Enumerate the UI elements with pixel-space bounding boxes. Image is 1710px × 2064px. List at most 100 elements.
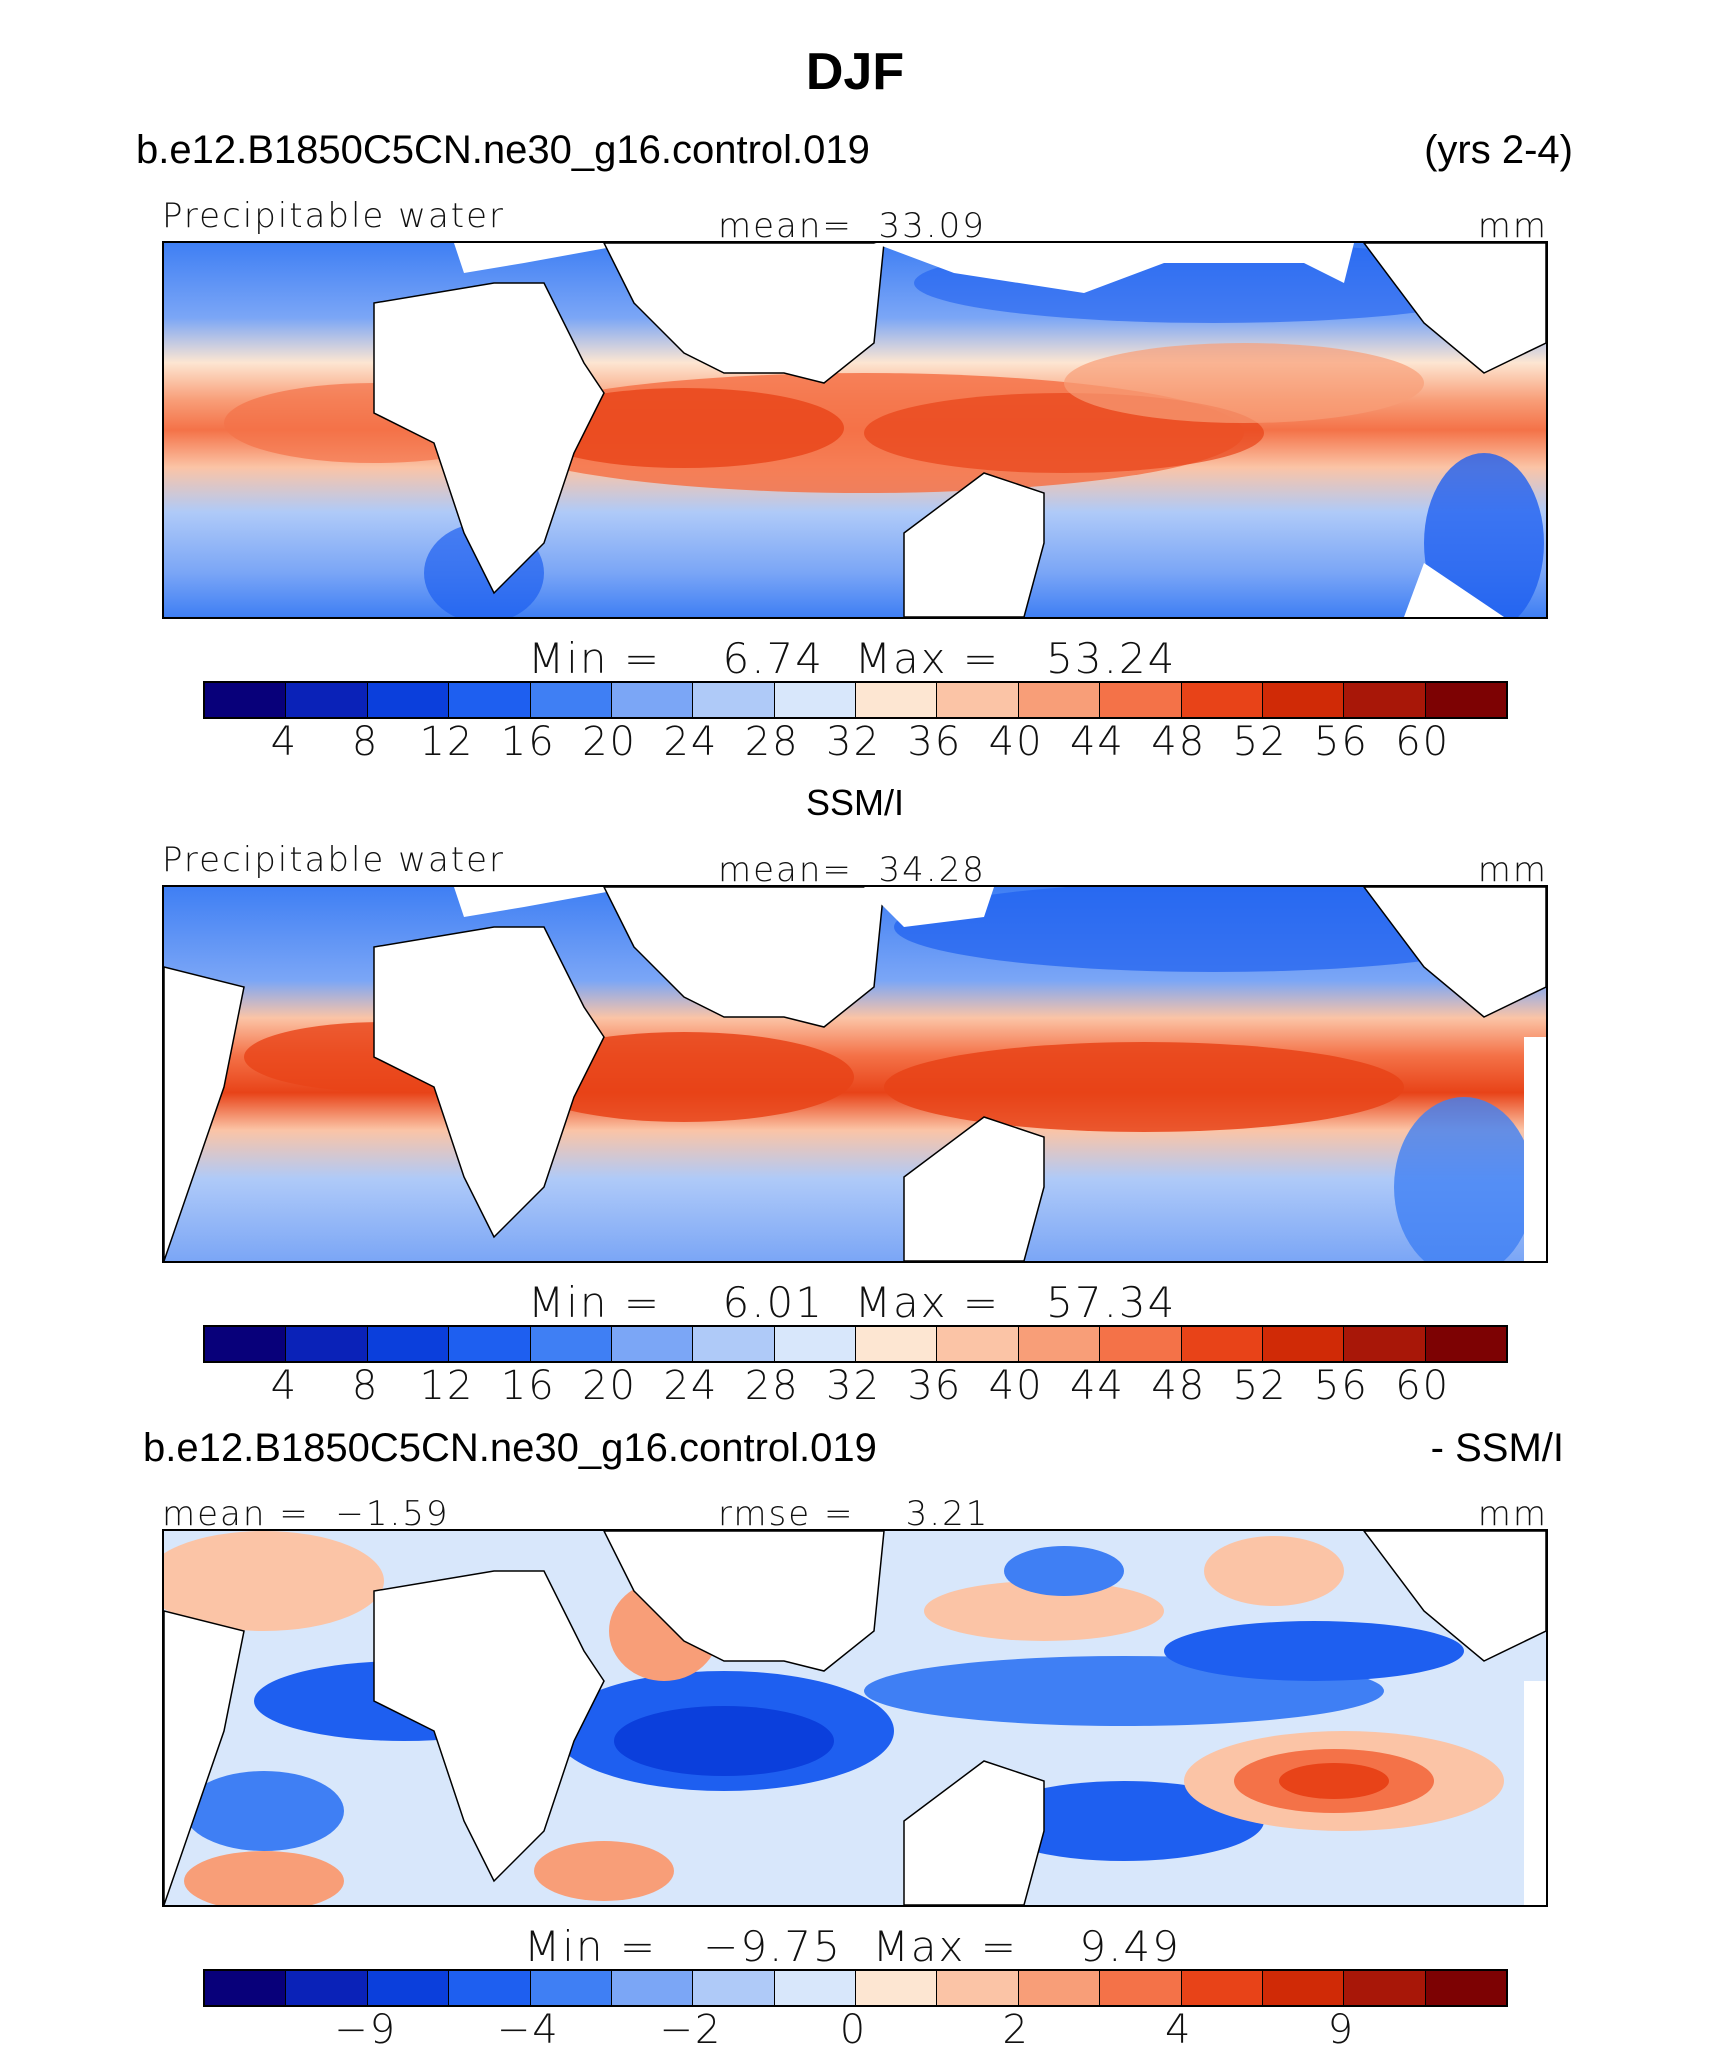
panel3-rmse: rmse = 3.21 bbox=[718, 1494, 990, 1534]
colorbar-tick-label: 40 bbox=[988, 1363, 1044, 1409]
colorbar-tick-label: 9 bbox=[1327, 2007, 1356, 2053]
panel3-map bbox=[162, 1529, 1548, 1907]
panel2-colorbar bbox=[203, 1325, 1508, 1363]
panel3-case-title: b.e12.B1850C5CN.ne30_g16.control.019 bbox=[143, 1426, 877, 1470]
colorbar-swatch bbox=[1344, 683, 1426, 717]
colorbar-swatch bbox=[367, 1971, 450, 2005]
colorbar-tick-label: 56 bbox=[1313, 1363, 1369, 1409]
colorbar-swatch bbox=[449, 1327, 531, 1361]
colorbar-tick-label: 28 bbox=[744, 719, 800, 765]
panel3-colorbar bbox=[203, 1969, 1508, 2007]
colorbar-swatch bbox=[856, 1327, 938, 1361]
colorbar-tick-label: 12 bbox=[419, 719, 475, 765]
colorbar-tick-label: 60 bbox=[1395, 719, 1451, 765]
colorbar-tick-label: 0 bbox=[839, 2007, 868, 2053]
colorbar-swatch bbox=[693, 683, 775, 717]
panel3-case-right: - SSM/I bbox=[1430, 1426, 1564, 1470]
panel1-map bbox=[162, 241, 1548, 619]
colorbar-swatch bbox=[367, 1327, 450, 1361]
colorbar-swatch bbox=[1344, 1971, 1426, 2005]
colorbar-tick-label: 48 bbox=[1151, 1363, 1207, 1409]
panel1-minmax: Min = 6.74 Max = 53.24 bbox=[528, 634, 1177, 683]
panel1-units: mm bbox=[1477, 206, 1548, 246]
panel2-case-title: SSM/I bbox=[805, 782, 904, 823]
colorbar-swatch bbox=[1018, 1971, 1101, 2005]
colorbar-swatch bbox=[205, 683, 287, 717]
colorbar-tick-label: −9 bbox=[334, 2007, 398, 2053]
panel1-variable: Precipitable water bbox=[162, 196, 506, 236]
colorbar-swatch bbox=[611, 1971, 694, 2005]
colorbar-swatch bbox=[693, 1327, 775, 1361]
colorbar-tick-label: 24 bbox=[663, 719, 719, 765]
colorbar-tick-label: 36 bbox=[907, 1363, 963, 1409]
colorbar-tick-label: 16 bbox=[500, 1363, 556, 1409]
colorbar-swatch bbox=[1262, 1327, 1345, 1361]
panel2-mean: mean= 34.28 bbox=[718, 850, 986, 890]
colorbar-swatch bbox=[1344, 1327, 1426, 1361]
colorbar-swatch bbox=[286, 683, 368, 717]
colorbar-tick-label: −4 bbox=[496, 2007, 560, 2053]
panel2-units: mm bbox=[1477, 850, 1548, 890]
panel2-map bbox=[162, 885, 1548, 1263]
colorbar-swatch bbox=[774, 1971, 856, 2005]
colorbar-tick-label: 24 bbox=[663, 1363, 719, 1409]
colorbar-swatch bbox=[1425, 1971, 1506, 2005]
colorbar-swatch bbox=[367, 683, 450, 717]
colorbar-swatch bbox=[611, 1327, 694, 1361]
colorbar-swatch bbox=[856, 1971, 938, 2005]
colorbar-swatch bbox=[205, 1327, 287, 1361]
colorbar-swatch bbox=[937, 1971, 1019, 2005]
colorbar-swatch bbox=[1262, 1971, 1345, 2005]
colorbar-swatch bbox=[937, 1327, 1019, 1361]
colorbar-swatch bbox=[611, 683, 694, 717]
colorbar-tick-label: 16 bbox=[500, 719, 556, 765]
colorbar-swatch bbox=[774, 683, 856, 717]
colorbar-swatch bbox=[530, 683, 612, 717]
colorbar-swatch bbox=[1262, 683, 1345, 717]
colorbar-swatch bbox=[205, 1971, 287, 2005]
panel1-colorbar bbox=[203, 681, 1508, 719]
colorbar-tick-label: 32 bbox=[826, 719, 881, 765]
colorbar-tick-label: 32 bbox=[826, 1363, 881, 1409]
colorbar-swatch bbox=[1100, 683, 1182, 717]
colorbar-tick-label: 60 bbox=[1395, 1363, 1451, 1409]
colorbar-tick-label: 48 bbox=[1151, 719, 1207, 765]
colorbar-tick-label: 4 bbox=[270, 719, 299, 765]
panel2-minmax: Min = 6.01 Max = 57.34 bbox=[528, 1278, 1177, 1327]
colorbar-tick-label: 12 bbox=[419, 1363, 475, 1409]
panel3-units: mm bbox=[1477, 1494, 1548, 1534]
panel1-years: (yrs 2-4) bbox=[1424, 128, 1573, 172]
panel3-minmax: Min = −9.75 Max = 9.49 bbox=[524, 1922, 1181, 1971]
panel1-case-title: b.e12.B1850C5CN.ne30_g16.control.019 bbox=[136, 128, 870, 172]
colorbar-swatch bbox=[774, 1327, 856, 1361]
colorbar-swatch bbox=[1181, 1971, 1263, 2005]
colorbar-tick-label: 36 bbox=[907, 719, 963, 765]
colorbar-swatch bbox=[286, 1327, 368, 1361]
colorbar-swatch bbox=[1100, 1971, 1182, 2005]
colorbar-tick-label: 4 bbox=[1165, 2007, 1193, 2053]
colorbar-tick-label: 20 bbox=[582, 1363, 638, 1409]
colorbar-swatch bbox=[449, 683, 531, 717]
colorbar-swatch bbox=[1181, 1327, 1263, 1361]
colorbar-tick-label: 56 bbox=[1313, 719, 1369, 765]
colorbar-tick-label: 28 bbox=[744, 1363, 800, 1409]
colorbar-tick-label: −2 bbox=[659, 2007, 723, 2053]
colorbar-swatch bbox=[530, 1327, 612, 1361]
colorbar-tick-label: 2 bbox=[1002, 2007, 1030, 2053]
colorbar-swatch bbox=[1425, 683, 1506, 717]
colorbar-tick-label: 44 bbox=[1069, 719, 1125, 765]
colorbar-swatch bbox=[530, 1971, 612, 2005]
colorbar-swatch bbox=[1425, 1327, 1506, 1361]
panel2-variable: Precipitable water bbox=[162, 840, 506, 880]
colorbar-tick-label: 40 bbox=[988, 719, 1044, 765]
colorbar-tick-label: 44 bbox=[1069, 1363, 1125, 1409]
colorbar-swatch bbox=[1100, 1327, 1182, 1361]
colorbar-swatch bbox=[1018, 1327, 1101, 1361]
colorbar-swatch bbox=[856, 683, 938, 717]
colorbar-tick-label: 52 bbox=[1232, 719, 1288, 765]
colorbar-swatch bbox=[1018, 683, 1101, 717]
colorbar-tick-label: 52 bbox=[1232, 1363, 1288, 1409]
panel1-mean: mean= 33.09 bbox=[718, 206, 986, 246]
colorbar-swatch bbox=[449, 1971, 531, 2005]
colorbar-swatch bbox=[1181, 683, 1263, 717]
